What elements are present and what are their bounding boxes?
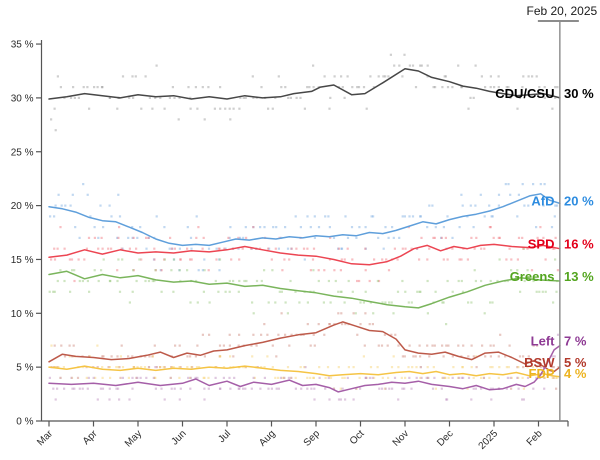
series-dots-spd bbox=[50, 226, 559, 283]
series-label-value-greens: 13 % bbox=[564, 269, 594, 284]
series-line-greens bbox=[48, 270, 561, 309]
series-dots-fdp bbox=[50, 344, 559, 390]
series-label-name-spd: SPD bbox=[528, 237, 555, 252]
x-tick-label: Jul bbox=[216, 428, 233, 445]
x-tick-label: Feb bbox=[525, 428, 545, 448]
series-label-value-spd: 16 % bbox=[564, 237, 594, 252]
series-label-name-bsw: BSW bbox=[524, 355, 555, 370]
series-dots-afd bbox=[49, 183, 559, 272]
y-tick-label: 15 % bbox=[11, 255, 34, 266]
series-line-spd bbox=[48, 243, 561, 266]
y-tick-label: 0 % bbox=[16, 417, 33, 428]
series-label-name-fdp: FDP bbox=[529, 366, 555, 381]
y-tick-label: 10 % bbox=[11, 309, 34, 320]
y-tick-label: 5 % bbox=[16, 363, 33, 374]
series-label-name-afd: AfD bbox=[531, 194, 554, 209]
y-tick-label: 20 % bbox=[11, 201, 34, 212]
date-marker: Feb 20, 2025 bbox=[526, 4, 598, 421]
series-dots-left bbox=[48, 333, 560, 401]
date-marker-label: Feb 20, 2025 bbox=[526, 4, 597, 18]
x-tick-label: Apr bbox=[81, 428, 100, 447]
x-tick-label: Mar bbox=[35, 428, 55, 448]
series-label-value-cdu: 30 % bbox=[564, 86, 594, 101]
x-tick-label: Sep bbox=[302, 428, 323, 449]
series-line-fdp bbox=[48, 365, 561, 378]
axes: 0 % 5 % 10 % 15 % 20 % 25 % 30 % 35 % Mar Apr May J… bbox=[11, 40, 569, 452]
y-tick-label: 25 % bbox=[11, 147, 34, 158]
series-line-bsw bbox=[48, 321, 561, 373]
y-tick-label: 30 % bbox=[11, 93, 34, 104]
series-label-value-fdp: 4 % bbox=[564, 366, 587, 381]
series-label-value-bsw: 5 % bbox=[564, 355, 587, 370]
x-tick-label: Dec bbox=[435, 428, 455, 448]
x-tick-label: Oct bbox=[348, 428, 367, 447]
x-tick-label: Jun bbox=[169, 428, 188, 447]
series-dots-cdu bbox=[50, 53, 559, 132]
series-label-name-left: Left bbox=[531, 334, 556, 349]
series-label-name-greens: Greens bbox=[510, 269, 555, 284]
series-label-value-left: 7 % bbox=[564, 334, 587, 349]
series-label-value-afd: 20 % bbox=[564, 194, 594, 209]
series-line-cdu bbox=[48, 68, 561, 100]
y-tick-label: 35 % bbox=[11, 40, 34, 51]
x-tick-label: May bbox=[123, 428, 144, 449]
series-label-name-cdu: CDU/CSU bbox=[495, 86, 554, 101]
series-line-left bbox=[48, 344, 561, 393]
x-tick-label: 2025 bbox=[477, 428, 501, 452]
series-line-afd bbox=[48, 193, 561, 247]
x-tick-label: Aug bbox=[257, 428, 277, 448]
x-tick-label: Nov bbox=[391, 428, 411, 448]
